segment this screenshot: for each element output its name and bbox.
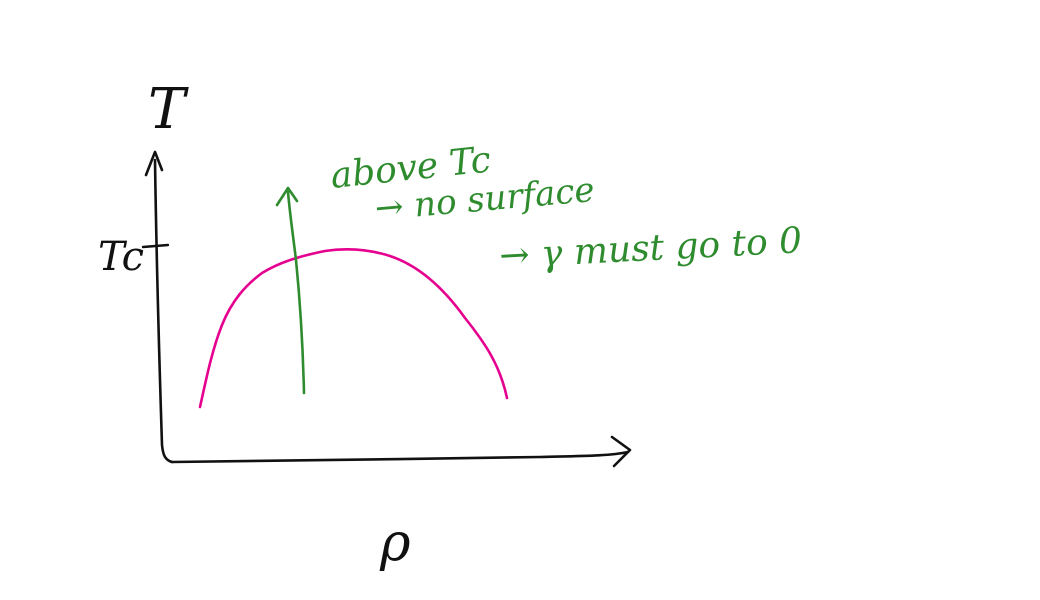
heating-arrow <box>275 186 306 395</box>
x-axis <box>170 450 630 464</box>
tc-tick-mark <box>141 243 170 249</box>
arrow-shaft <box>286 190 306 395</box>
tc-tick-label: Tc <box>98 234 144 280</box>
x-axis-label: ρ <box>379 513 411 573</box>
coexistence-curve <box>198 248 509 409</box>
y-axis <box>153 158 174 464</box>
axes <box>141 150 632 468</box>
y-axis-arrowhead <box>144 150 164 177</box>
annotation-line-3: → γ must go to 0 <box>498 220 803 277</box>
arrow-head <box>275 186 299 207</box>
y-axis-label: T <box>148 77 189 142</box>
x-axis-arrowhead <box>610 435 632 468</box>
annotations: above Tc → no surface → γ must go to 0 <box>329 139 803 277</box>
axis-labels: T Tc ρ <box>98 77 411 573</box>
